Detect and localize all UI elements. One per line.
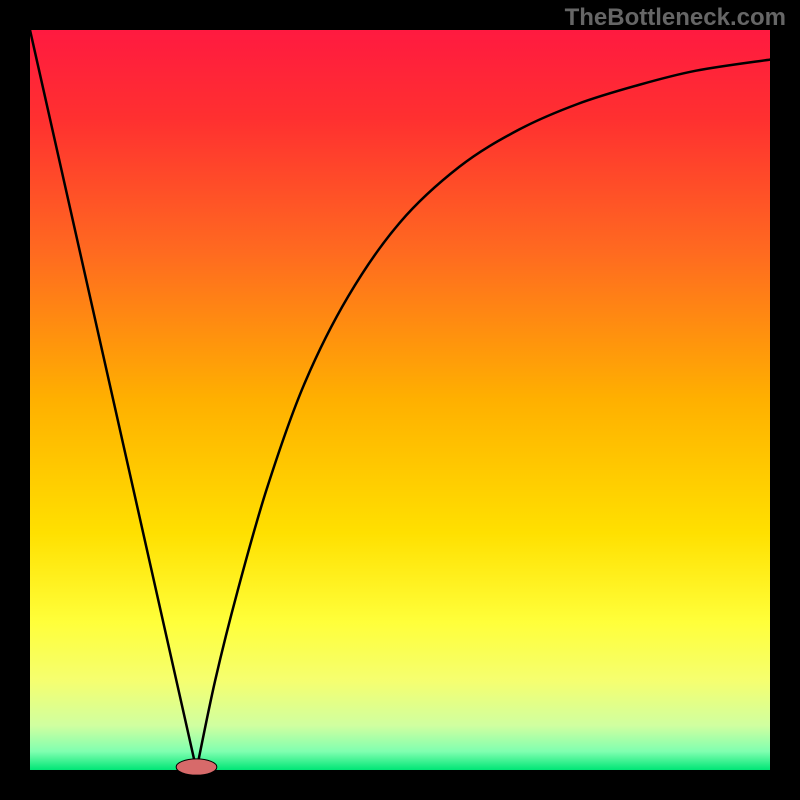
chart-container: TheBottleneck.com [0,0,800,800]
chart-svg [0,0,800,800]
watermark-text: TheBottleneck.com [565,4,786,32]
apex-marker [176,759,217,775]
gradient-rect [30,30,770,770]
plot-group [30,30,770,775]
